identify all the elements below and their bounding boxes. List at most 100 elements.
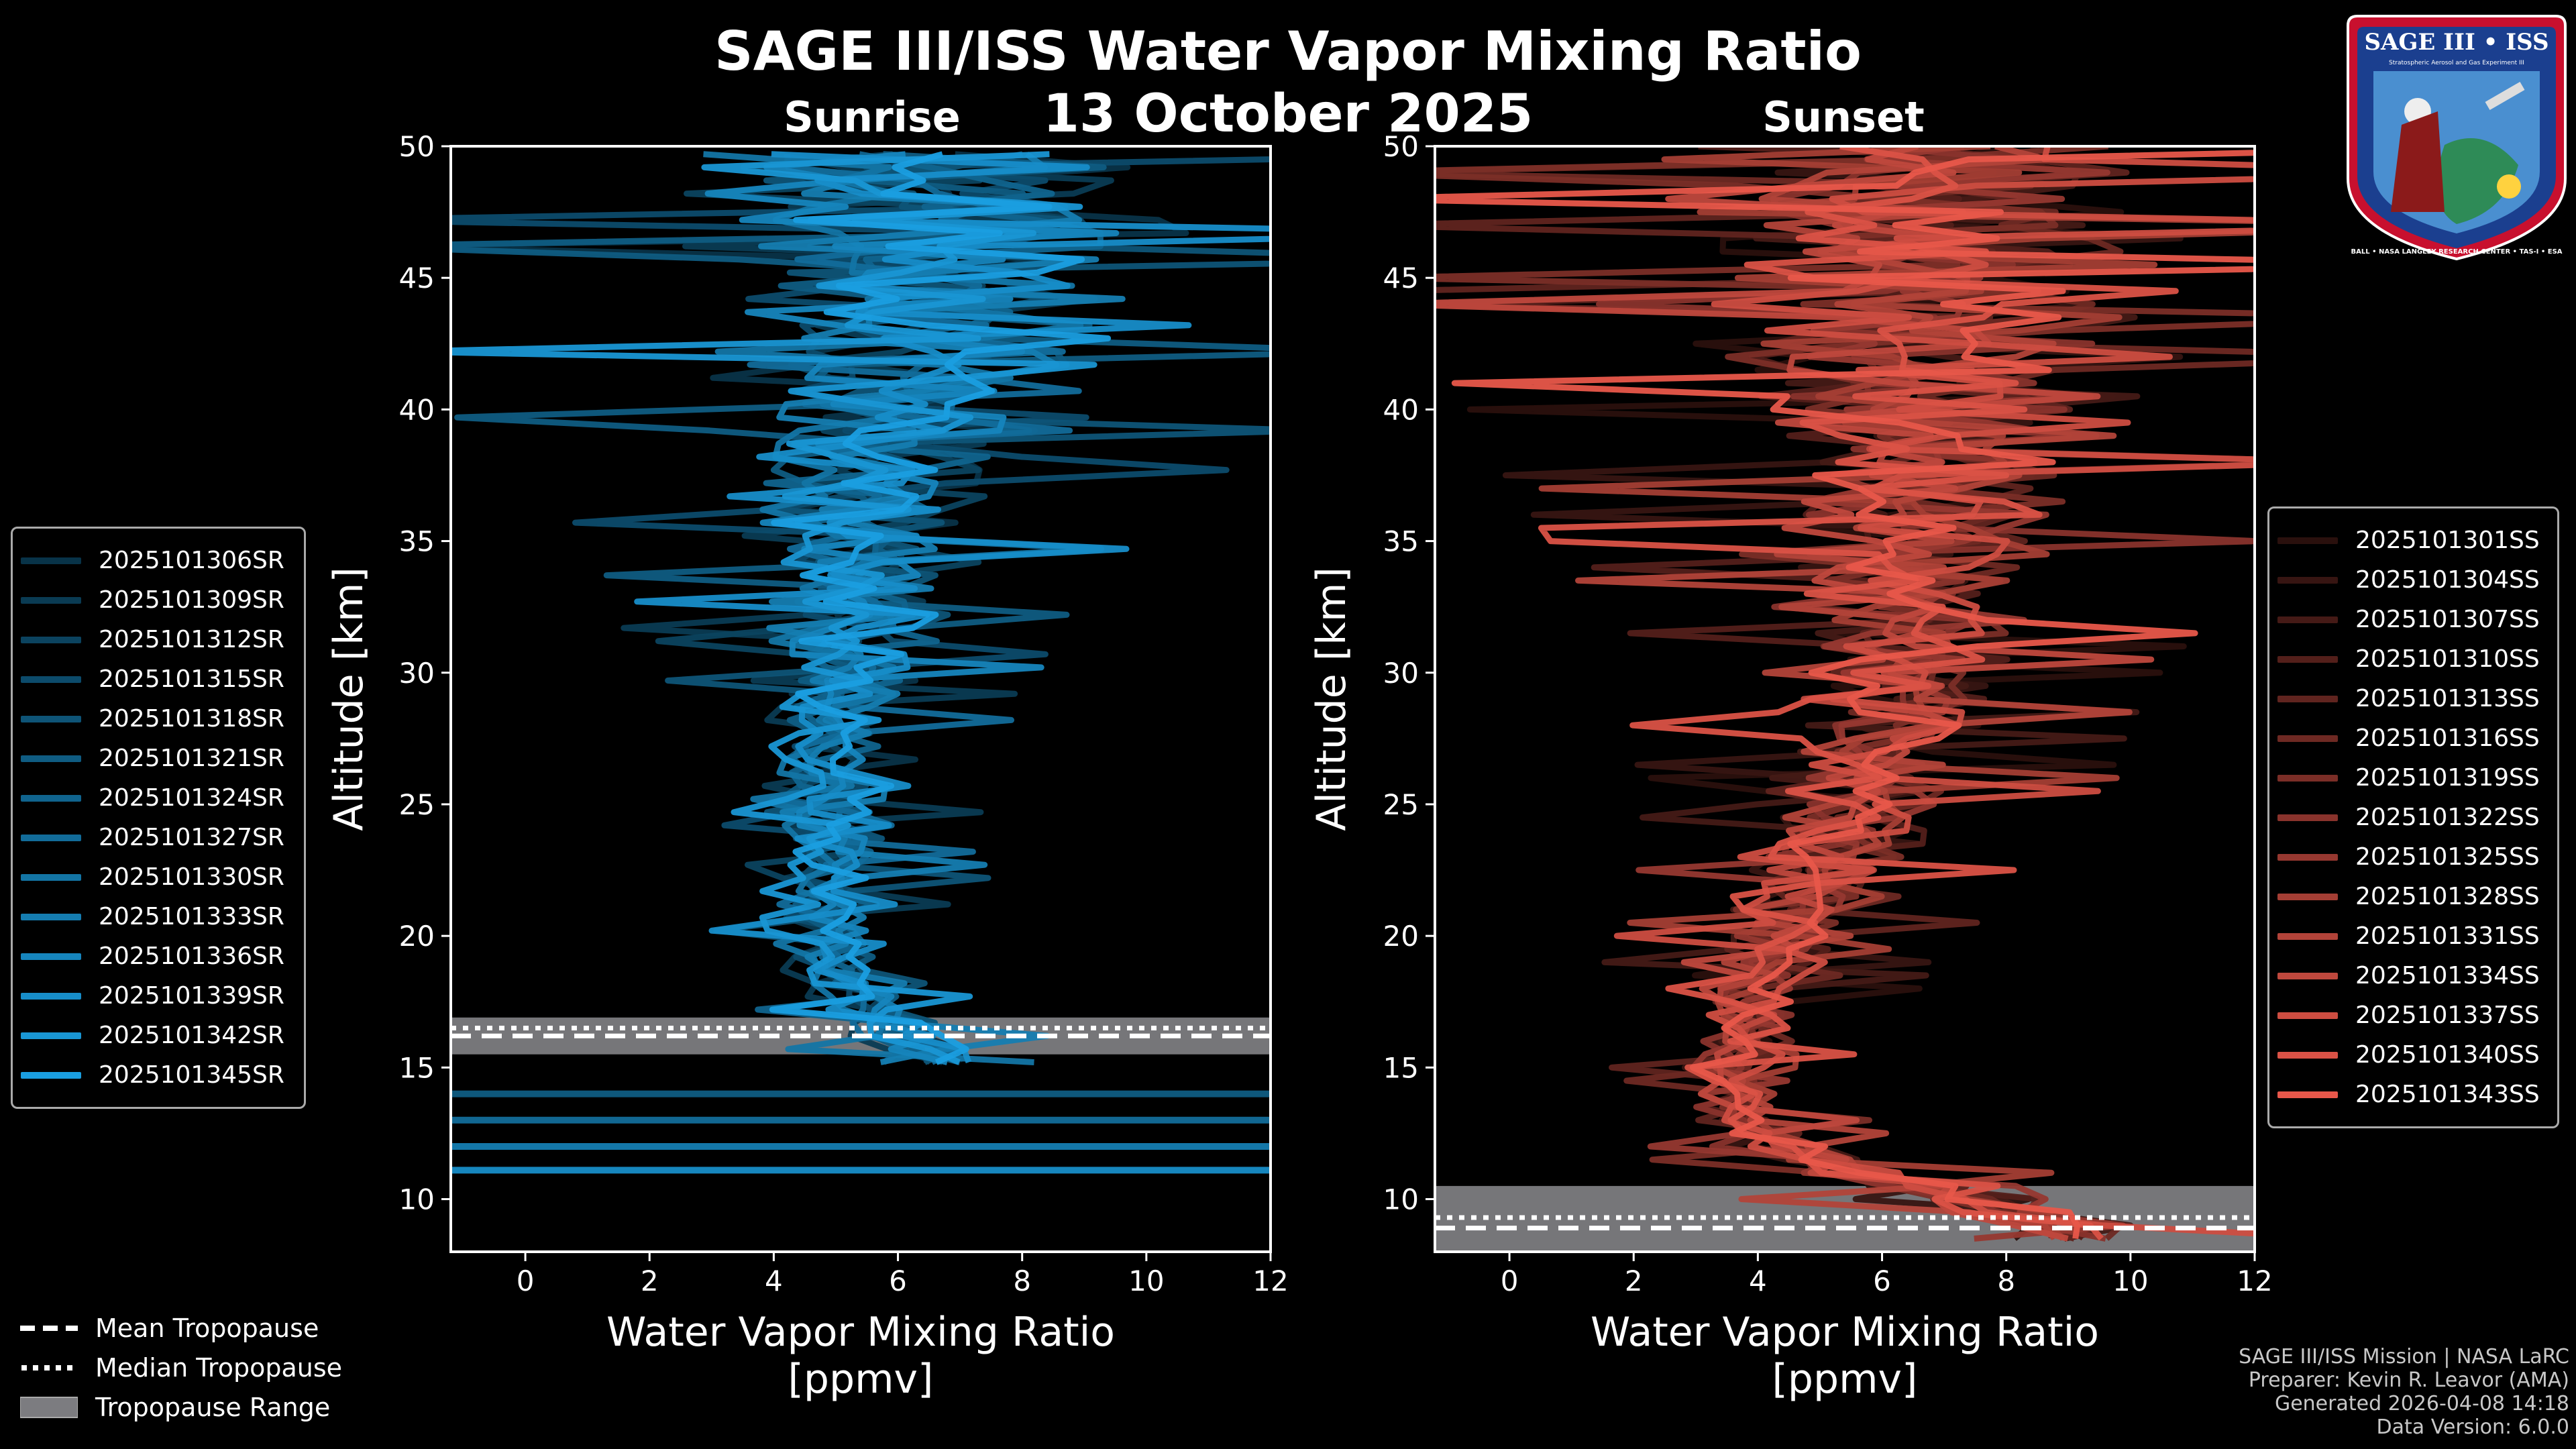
x-tick-label: 4 [765,1265,783,1297]
legend-swatch [21,1032,81,1039]
legend-label: 2025101310SS [2355,645,2540,673]
legend-range-label: Tropopause Range [95,1392,331,1422]
legend-median-label: Median Tropopause [95,1352,342,1383]
y-tick-label: 20 [1383,920,1419,953]
profile-line-2025101342SR [451,151,1097,1065]
legend-label: 2025101345SR [99,1061,284,1089]
legend-item-2025101322SS: 2025101322SS [2277,798,2549,837]
dashed-line-swatch [20,1325,78,1331]
y-tick-label: 20 [399,920,435,953]
logo-caption: Stratospheric Aerosol and Gas Experiment… [2389,60,2524,66]
legend-item-2025101307SS: 2025101307SS [2277,600,2549,639]
legend-swatch [21,953,81,960]
sunset-axes-frame [1434,145,2256,1253]
sage-iss-mission-logo: SAGE III • ISS Stratospheric Aerosol and… [2347,15,2567,261]
y-tick-label: 10 [399,1183,435,1216]
legend-label: 2025101337SS [2355,1002,2540,1029]
legend-item-2025101309SR: 2025101309SR [21,580,296,620]
legend-label: 2025101342SR [99,1022,284,1049]
legend-swatch [2277,1051,2338,1059]
y-tick-label: 35 [399,525,435,558]
x-tick-label: 12 [1252,1265,1288,1297]
legend-label: 2025101322SS [2355,804,2540,831]
legend-label: 2025101327SR [99,824,284,851]
legend-item-2025101318SR: 2025101318SR [21,699,296,739]
x-tick-label: 6 [1873,1265,1891,1297]
credit-preparer: Preparer: Kevin R. Leavor (AMA) [2248,1368,2569,1392]
y-tick-label: 45 [399,262,435,294]
legend-swatch [21,1071,81,1079]
figure-title: SAGE III/ISS Water Vapor Mixing Ratio [714,20,1862,83]
sunrise-plot-area [451,151,1271,1174]
profile-line-2025101345SR [769,151,1112,1065]
y-axis-label: Altitude [km] [325,567,372,831]
x-tick-label: 2 [641,1265,659,1297]
legend-swatch [2277,576,2338,584]
legend-median-tropopause: Median Tropopause [20,1348,342,1387]
logo-title: SAGE III • ISS [2364,29,2548,56]
legend-label: 2025101339SR [99,982,284,1010]
legend-swatch [2277,1012,2338,1019]
legend-swatch [2277,972,2338,979]
legend-label: 2025101343SS [2355,1081,2540,1108]
legend-label: 2025101331SS [2355,922,2540,950]
legend-swatch [2277,853,2338,861]
y-tick-label: 25 [1383,788,1419,821]
sunset-panel: 0 2 4 6 8 10 12 10 15 20 25 30 35 40 45 50 Water Vapor M… [1308,130,2273,1403]
y-axis-label: Altitude [km] [1308,567,1355,831]
legend-swatch [2277,932,2338,940]
legend-item-2025101316SS: 2025101316SS [2277,718,2549,758]
legend-item-2025101331SS: 2025101331SS [2277,916,2549,956]
y-tick-label: 10 [1383,1183,1419,1216]
y-tick-label: 15 [399,1051,435,1084]
legend-item-2025101336SR: 2025101336SR [21,936,296,976]
y-tick-label: 15 [1383,1051,1419,1084]
legend-item-2025101328SS: 2025101328SS [2277,877,2549,916]
legend-swatch [21,755,81,762]
legend-swatch [2277,537,2338,544]
sunrise-subtitle: Sunrise [784,93,961,142]
legend-label: 2025101315SR [99,665,284,693]
x-tick-label: 2 [1625,1265,1643,1297]
legend-item-2025101321SR: 2025101321SR [21,739,296,778]
legend-label: 2025101307SS [2355,606,2540,633]
legend-item-2025101310SS: 2025101310SS [2277,639,2549,679]
legend-item-2025101313SS: 2025101313SS [2277,679,2549,718]
x-tick-label: 10 [2112,1265,2148,1297]
legend-label: 2025101319SS [2355,764,2540,792]
legend-label: 2025101328SS [2355,883,2540,910]
credit-version: Data Version: 6.0.0 [2376,1415,2569,1439]
x-tick-label: 4 [1749,1265,1767,1297]
legend-item-2025101340SS: 2025101340SS [2277,1035,2549,1075]
credit-mission: SAGE III/ISS Mission | NASA LaRC [2239,1345,2569,1368]
x-tick-label: 6 [889,1265,907,1297]
x-axis-label: [ppmv] [788,1356,934,1403]
x-tick-label: 8 [1997,1265,2015,1297]
legend-item-2025101315SR: 2025101315SR [21,659,296,699]
legend-swatch [21,676,81,683]
legend-item-2025101319SS: 2025101319SS [2277,758,2549,798]
credits: SAGE III/ISS Mission | NASA LaRC Prepare… [2239,1345,2569,1439]
legend-swatch [21,557,81,564]
legend-item-2025101339SR: 2025101339SR [21,976,296,1016]
legend-swatch [2277,655,2338,663]
legend-mean-label: Mean Tropopause [95,1313,319,1343]
legend-swatch [21,913,81,920]
legend-swatch [2277,616,2338,623]
legend-item-2025101330SR: 2025101330SR [21,857,296,897]
x-axis-label: Water Vapor Mixing Ratio [1591,1309,2099,1356]
legend-swatch [21,992,81,1000]
y-tick-label: 30 [399,657,435,690]
legend-label: 2025101316SS [2355,724,2540,752]
range-swatch [20,1396,78,1418]
legend-swatch [21,636,81,643]
y-tick-label: 30 [1383,657,1419,690]
dotted-line-swatch [21,1364,78,1371]
x-tick-label: 0 [517,1265,535,1297]
legend-tropopause-range: Tropopause Range [20,1387,342,1427]
x-tick-label: 10 [1128,1265,1164,1297]
legend-label: 2025101330SR [99,863,284,891]
legend-swatch [21,596,81,604]
legend-swatch [21,794,81,802]
legend-swatch [21,715,81,722]
